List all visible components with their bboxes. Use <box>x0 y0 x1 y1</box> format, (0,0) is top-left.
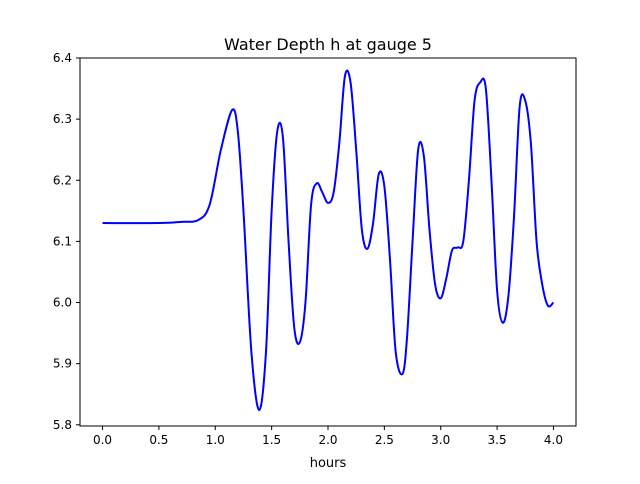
x-tick-label: 0.5 <box>149 433 168 447</box>
axes-frame <box>79 57 577 427</box>
plot-area <box>102 69 555 412</box>
axis-ticks: 0.0 0.5 1.0 1.5 2.0 2.5 3.0 3.5 4.0 5.8 5.9 6.0 6.1 6… <box>53 51 563 447</box>
x-tick-label: 4.0 <box>544 433 563 447</box>
x-tick-label: 0.0 <box>93 433 112 447</box>
y-tick-label: 6.0 <box>53 296 72 310</box>
chart-title: Water Depth h at gauge 5 <box>224 35 432 54</box>
x-tick-label: 2.0 <box>318 433 337 447</box>
y-tick-label: 6.2 <box>53 173 72 187</box>
y-tick-label: 6.3 <box>53 112 72 126</box>
x-tick-label: 2.5 <box>375 433 394 447</box>
y-tick-label: 6.4 <box>53 51 72 65</box>
series-line-water-depth <box>102 69 555 412</box>
y-tick-label: 5.8 <box>53 418 72 432</box>
y-tick-label: 6.1 <box>53 234 72 248</box>
x-tick-label: 1.0 <box>206 433 225 447</box>
x-tick-label: 3.0 <box>431 433 450 447</box>
x-tick-label: 3.5 <box>488 433 507 447</box>
y-tick-label: 5.9 <box>53 357 72 371</box>
x-axis-label: hours <box>310 456 347 471</box>
x-tick-label: 1.5 <box>262 433 281 447</box>
